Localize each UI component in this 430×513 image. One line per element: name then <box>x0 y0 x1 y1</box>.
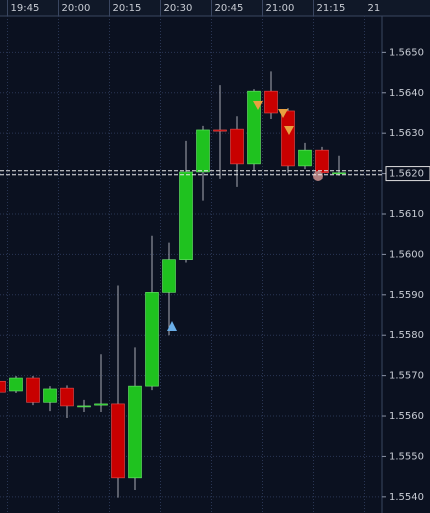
y-tick-label: 1.5590 <box>389 290 424 301</box>
y-tick-label: 1.5550 <box>389 451 424 462</box>
candle-body <box>128 385 142 479</box>
candle-body <box>213 129 227 132</box>
candle-body <box>26 377 40 403</box>
x-tick-label: 21 <box>368 3 381 14</box>
candles <box>0 71 346 498</box>
x-tick-label: 20:30 <box>164 3 193 14</box>
candle-body <box>94 403 108 406</box>
price-label-box <box>385 166 430 182</box>
buy-marker <box>167 321 177 331</box>
candle-body <box>230 128 244 165</box>
candle-body <box>60 387 74 407</box>
y-tick-label: 1.5540 <box>389 492 424 503</box>
candle-body <box>9 377 23 392</box>
x-tick-label: 20:15 <box>113 3 142 14</box>
candle-body <box>0 380 6 393</box>
candle-body <box>145 292 159 387</box>
candle-body <box>179 171 193 260</box>
y-tick-label: 1.5570 <box>389 371 424 382</box>
y-tick-label: 1.5640 <box>389 88 424 99</box>
candle-body <box>77 405 91 408</box>
trade-markers <box>167 101 323 331</box>
y-tick-label: 1.5630 <box>389 128 424 139</box>
close-marker <box>313 171 323 181</box>
sell-marker <box>284 126 294 135</box>
candle-body <box>315 149 329 174</box>
y-tick-label: 1.5600 <box>389 249 424 260</box>
grid <box>0 16 382 513</box>
y-tick-label: 1.5650 <box>389 47 424 58</box>
x-tick-label: 21:00 <box>266 3 295 14</box>
y-tick-label: 1.5620 <box>389 169 424 180</box>
candle-body <box>264 90 278 114</box>
candle-body <box>247 90 261 165</box>
sell-marker <box>253 101 263 110</box>
x-tick-label: 21:15 <box>317 3 346 14</box>
y-tick-label: 1.5560 <box>389 411 424 422</box>
candle-body <box>332 172 346 175</box>
y-tick-label: 1.5580 <box>389 330 424 341</box>
candle-body <box>162 259 176 293</box>
candle-body <box>298 149 312 167</box>
x-tick-label: 20:45 <box>215 3 244 14</box>
y-tick-label: 1.5610 <box>389 209 424 220</box>
x-tick-label: 20:00 <box>62 3 91 14</box>
candle-body <box>281 110 295 167</box>
candle-body <box>43 388 57 403</box>
candle-body <box>111 403 125 479</box>
time-axis-strip <box>0 0 430 16</box>
sell-marker <box>278 109 288 118</box>
candle-body <box>196 129 210 173</box>
x-tick-label: 19:45 <box>11 3 40 14</box>
